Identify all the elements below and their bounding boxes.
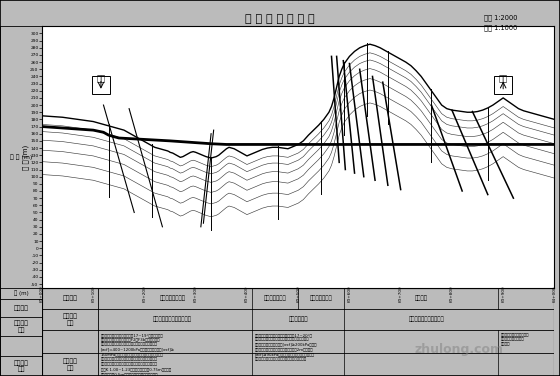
Text: 低山侵蚀剥蚀堆积平原地貌: 低山侵蚀剥蚀堆积平原地貌 [153, 317, 192, 322]
Text: 填地土岩质相对较差，岩层走向17~19°，下伏基岩与
地层岩性较复杂，岩体表层以F2、F3b，部分地段中
下部以中风化花岗岩为主，基岩较浅的地段覆盖层以，
[σ: 填地土岩质相对较差，岩层走向17~19°，下伏基岩与 地层岩性较复杂，岩体表层以… [101, 333, 175, 376]
Text: 上杭: 上杭 [498, 75, 508, 84]
Text: 松坪: 松坪 [96, 75, 105, 84]
Text: 低矮半填方地段: 低矮半填方地段 [310, 296, 333, 301]
Text: 里程桩号: 里程桩号 [63, 296, 78, 301]
Text: K3+800: K3+800 [450, 285, 454, 302]
Text: 工程地质
描述: 工程地质 描述 [13, 360, 29, 372]
Text: K3+300: K3+300 [194, 285, 198, 302]
Text: 水域遭缺陷地貌较顾虑，岩层走向一般17~20°，
下伏基岩岩层走向与下覆岩层岩性差异较大的地段，
主体岩性较差，多为砂砾，[σcf]≥200kPa，基本
层岩体: 水域遭缺陷地貌较顾虑，岩层走向一般17~20°， 下伏基岩岩层走向与下覆岩层岩性… [255, 333, 317, 361]
Text: K3+900: K3+900 [501, 285, 505, 302]
Text: 标 高 (m): 标 高 (m) [10, 154, 32, 160]
Text: 隧道地段: 隧道地段 [414, 296, 428, 301]
Text: 里 (m): 里 (m) [13, 291, 29, 296]
Text: K3+700: K3+700 [399, 285, 403, 302]
Text: zhulong.com: zhulong.com [415, 343, 503, 356]
Text: K3+600: K3+600 [347, 285, 352, 302]
Text: K4+000: K4+000 [552, 285, 557, 302]
Text: K3+100: K3+100 [91, 285, 95, 302]
Text: 低矮半填方地段: 低矮半填方地段 [264, 296, 287, 301]
Y-axis label: 标 高 (m): 标 高 (m) [22, 144, 29, 170]
Text: K3+500: K3+500 [296, 285, 300, 302]
Text: 工程地质
段落: 工程地质 段落 [63, 314, 78, 326]
Text: 水平 1:2000: 水平 1:2000 [484, 14, 518, 21]
Text: K3+200: K3+200 [142, 285, 147, 302]
Text: 竖直 1:1000: 竖直 1:1000 [484, 24, 518, 31]
Text: K3+400: K3+400 [245, 285, 249, 302]
Text: 工程地质
描述: 工程地质 描述 [63, 358, 78, 371]
Text: 岩层中下部地层较大较稳固
层稳定地基防护地层工
程地段。: 岩层中下部地层较大较稳固 层稳定地基防护地层工 程地段。 [501, 333, 529, 347]
Text: K3+000: K3+000 [40, 285, 44, 302]
Text: 工程地质
段落: 工程地质 段落 [13, 321, 29, 333]
Text: 中低山侵蚀剥蚀构造地貌: 中低山侵蚀剥蚀构造地貌 [408, 317, 444, 322]
Text: 不稳定堆积层地段: 不稳定堆积层地段 [160, 296, 186, 301]
Text: 工 程 地 质 断 面 图: 工 程 地 质 断 面 图 [245, 14, 315, 24]
Text: 里程桩号: 里程桩号 [13, 305, 29, 311]
Text: 山间溪流地貌: 山间溪流地貌 [288, 317, 308, 322]
